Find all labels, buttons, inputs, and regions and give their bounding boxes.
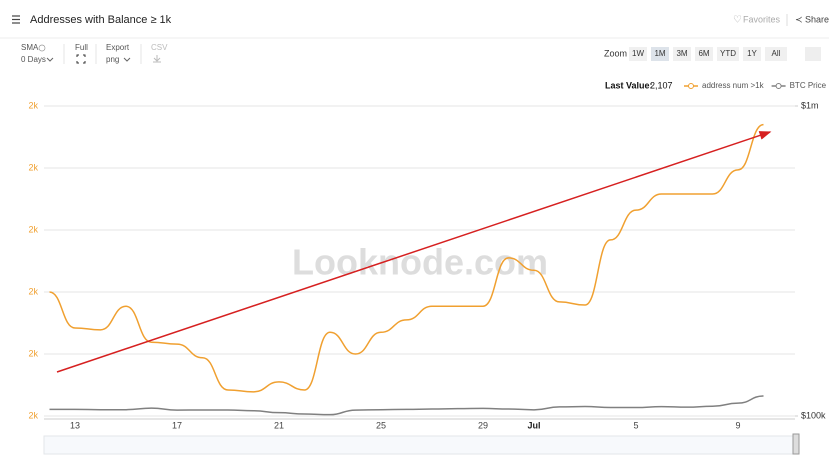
legend-label[interactable]: address num >1k <box>702 81 765 90</box>
x-tick-label: 21 <box>274 420 284 430</box>
last-value: 2,107 <box>650 80 673 90</box>
x-tick-label: 29 <box>478 420 488 430</box>
fullscreen-icon[interactable] <box>76 54 86 64</box>
y-tick-label: 2k <box>28 286 38 296</box>
y-tick-label: 2k <box>28 348 38 358</box>
x-tick-label: 13 <box>70 420 80 430</box>
watermark: Looknode.com <box>292 242 548 283</box>
zoom-button[interactable] <box>673 47 691 61</box>
legend: address num >1k BTC Price <box>684 81 827 90</box>
zoom-button-label[interactable]: All <box>772 49 781 58</box>
y2-tick-label: $1m <box>801 100 819 110</box>
download-icon <box>153 55 161 63</box>
zoom-button[interactable] <box>743 47 761 61</box>
full-label: Full <box>75 43 88 52</box>
zoom-button[interactable] <box>717 47 739 61</box>
last-value-label: Last Value: <box>605 80 653 90</box>
x-tick-label: 25 <box>376 420 386 430</box>
y-tick-label: 2k <box>28 100 38 110</box>
menu-icon[interactable] <box>12 15 20 24</box>
caret <box>46 57 54 62</box>
export-label: Export <box>106 43 130 52</box>
legend-label[interactable]: BTC Price <box>790 81 827 90</box>
x-tick-label: 9 <box>735 420 740 430</box>
x-tick-label: 5 <box>633 420 638 430</box>
series-line <box>49 395 764 416</box>
legend-marker <box>775 83 782 89</box>
zoom-button[interactable] <box>765 47 787 61</box>
share[interactable]: Share <box>805 14 829 24</box>
zoom-button-label[interactable]: 1W <box>632 49 644 58</box>
sma-label: SMA <box>21 43 39 52</box>
calendar-button[interactable] <box>805 47 821 61</box>
navigator-handle[interactable] <box>792 433 800 455</box>
y-tick-label: 2k <box>28 224 38 234</box>
zoom-button[interactable] <box>651 47 669 61</box>
navigator[interactable] <box>43 435 799 455</box>
favorites-icon[interactable]: ♡ <box>733 15 742 26</box>
zoom-button-label[interactable]: 3M <box>676 49 687 58</box>
y-tick-label: 2k <box>28 410 38 420</box>
export-select[interactable]: png <box>106 55 119 64</box>
zoom-buttons: 1W 1M 3M 6M YTD 1Y All <box>629 47 787 61</box>
csv-label[interactable]: CSV <box>151 43 168 52</box>
legend-marker <box>688 83 694 89</box>
zoom-button-label[interactable]: 6M <box>698 49 709 58</box>
zoom-button[interactable] <box>695 47 713 61</box>
info-icon <box>38 44 46 52</box>
zoom-label: Zoom <box>604 48 627 58</box>
page-title: Addresses with Balance ≥ 1k <box>30 14 172 26</box>
x-tick-label: 17 <box>172 420 182 430</box>
zoom-button-label[interactable]: YTD <box>720 49 736 58</box>
y-tick-label: 2k <box>28 162 38 172</box>
favorites[interactable]: Favorites <box>743 14 781 24</box>
y2-tick-label: $100k <box>801 410 826 420</box>
trend-arrow <box>56 131 772 373</box>
series-line <box>49 123 764 393</box>
sma-select[interactable]: 0 Days <box>21 55 46 64</box>
zoom-button[interactable] <box>629 47 647 61</box>
x-tick-label: Jul <box>527 420 540 430</box>
caret <box>123 57 131 62</box>
share-icon[interactable]: ≺ <box>795 14 803 24</box>
zoom-button-label[interactable]: 1M <box>654 49 665 58</box>
plot: 2k 2k 2k 2k 2k 2k $100k $1m 13 17 21 25 29 Jul 5 9 <box>28 100 826 430</box>
zoom-button-label[interactable]: 1Y <box>747 49 757 58</box>
